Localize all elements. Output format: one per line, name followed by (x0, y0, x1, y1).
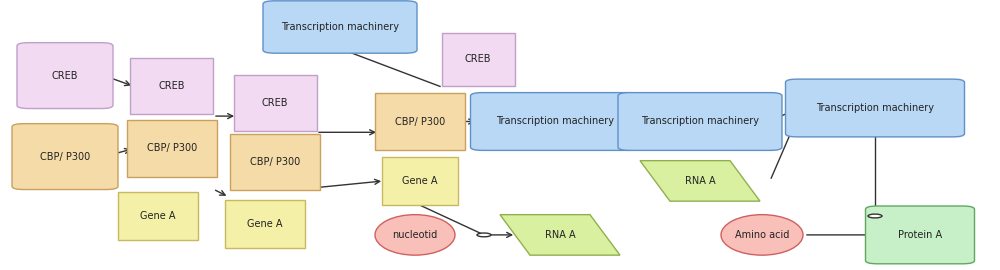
Text: Gene A: Gene A (247, 219, 283, 229)
FancyBboxPatch shape (130, 58, 213, 114)
Text: Transcription machinery: Transcription machinery (496, 116, 614, 127)
FancyBboxPatch shape (230, 134, 320, 190)
Polygon shape (500, 215, 620, 255)
Text: CREB: CREB (465, 54, 491, 65)
Text: Transcription machinery: Transcription machinery (641, 116, 759, 127)
FancyBboxPatch shape (263, 1, 417, 53)
Ellipse shape (375, 215, 455, 255)
FancyBboxPatch shape (442, 33, 514, 86)
Polygon shape (640, 161, 760, 201)
Text: CBP/ P300: CBP/ P300 (40, 151, 90, 162)
FancyBboxPatch shape (375, 93, 465, 150)
Text: Gene A: Gene A (402, 176, 438, 186)
Circle shape (477, 233, 491, 237)
Text: RNA A: RNA A (685, 176, 715, 186)
FancyBboxPatch shape (127, 120, 217, 177)
FancyBboxPatch shape (382, 157, 458, 205)
Text: CBP/ P300: CBP/ P300 (147, 143, 197, 154)
FancyBboxPatch shape (118, 192, 198, 240)
Text: Transcription machinery: Transcription machinery (816, 103, 934, 113)
Text: nucleotid: nucleotid (392, 230, 438, 240)
Text: Amino acid: Amino acid (735, 230, 789, 240)
Text: CREB: CREB (52, 70, 78, 81)
Text: Transcription machinery: Transcription machinery (281, 22, 399, 32)
Ellipse shape (721, 215, 803, 255)
Text: CREB: CREB (262, 97, 288, 108)
FancyBboxPatch shape (17, 43, 113, 109)
Text: RNA A: RNA A (545, 230, 575, 240)
FancyBboxPatch shape (12, 124, 118, 190)
FancyBboxPatch shape (786, 79, 964, 137)
Text: Protein A: Protein A (898, 230, 942, 240)
FancyBboxPatch shape (866, 206, 974, 264)
Circle shape (868, 214, 882, 218)
Text: CREB: CREB (159, 81, 185, 92)
FancyBboxPatch shape (234, 75, 316, 131)
Text: CBP/ P300: CBP/ P300 (250, 157, 300, 167)
Text: Gene A: Gene A (140, 211, 176, 221)
FancyBboxPatch shape (471, 93, 640, 150)
Text: CBP/ P300: CBP/ P300 (395, 116, 445, 127)
FancyBboxPatch shape (225, 200, 305, 248)
FancyBboxPatch shape (618, 93, 782, 150)
